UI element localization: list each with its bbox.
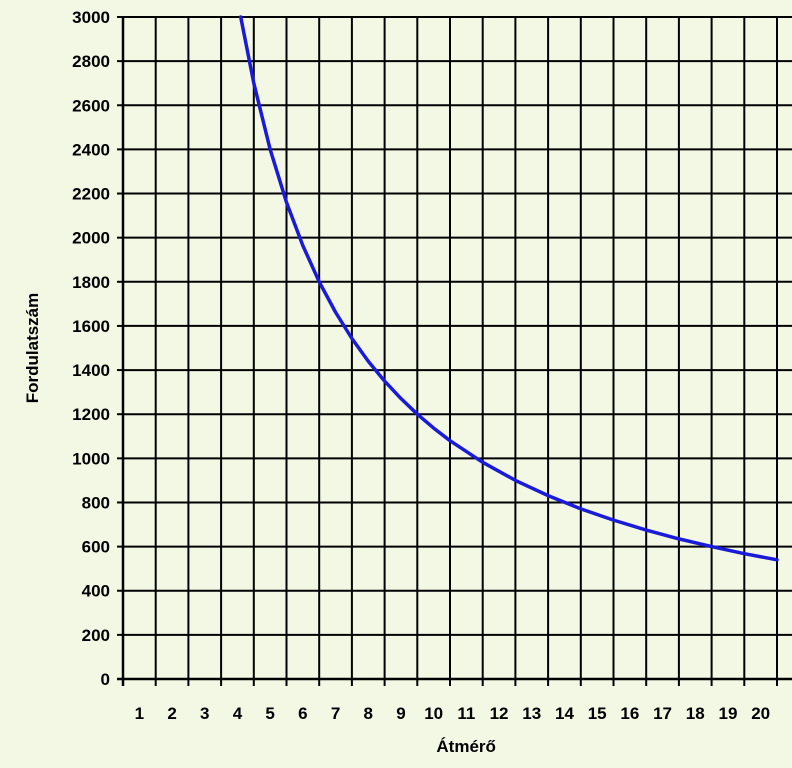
x-tick-label: 17 [653, 704, 672, 723]
x-tick-label: 8 [364, 704, 373, 723]
y-tick-label: 2000 [72, 229, 110, 248]
y-tick-label: 1000 [72, 449, 110, 468]
series-line-0 [238, 15, 779, 562]
y-tick-label: 1800 [72, 273, 110, 292]
x-tick-label: 9 [396, 704, 405, 723]
x-axis-label: Átmérő [436, 737, 496, 756]
x-tick-label: 20 [751, 704, 770, 723]
y-tick-label: 2400 [72, 140, 110, 159]
x-tick-labels: 1 2 3 4 5 6 7 8 9 10 11 12 13 14 15 16 17 18 19 20 [135, 704, 770, 723]
y-tick-label: 200 [82, 626, 110, 645]
x-tick-label: 4 [233, 704, 243, 723]
x-tick-label: 12 [490, 704, 509, 723]
y-tick-label: 2600 [72, 96, 110, 115]
series-layer [238, 15, 779, 562]
y-tick-label: 400 [82, 582, 110, 601]
y-tick-label: 1600 [72, 317, 110, 336]
x-tick-label: 19 [718, 704, 737, 723]
y-tick-label: 3000 [72, 8, 110, 27]
y-tick-label: 2800 [72, 52, 110, 71]
axes [117, 16, 792, 686]
x-tick-label: 15 [588, 704, 607, 723]
x-tick-label: 16 [620, 704, 639, 723]
y-tick-label: 2200 [72, 185, 110, 204]
grid [123, 16, 792, 679]
x-tick-label: 13 [522, 704, 541, 723]
x-tick-label: 3 [200, 704, 209, 723]
x-tick-label: 6 [298, 704, 307, 723]
x-tick-label: 18 [686, 704, 705, 723]
x-tick-label: 14 [555, 704, 574, 723]
x-tick-label: 1 [135, 704, 144, 723]
y-tick-label: 1400 [72, 361, 110, 380]
y-axis-label: Fordulatszám [23, 293, 42, 404]
x-tick-label: 10 [424, 704, 443, 723]
x-tick-label: 11 [457, 704, 475, 723]
y-tick-labels: 0 200 400 600 800 1000 1200 1400 1600 1800 2000 220… [72, 8, 110, 689]
y-tick-label: 600 [82, 538, 110, 557]
y-tick-label: 1200 [72, 405, 110, 424]
x-tick-label: 7 [331, 704, 340, 723]
x-tick-label: 2 [167, 704, 176, 723]
x-tick-label: 5 [265, 704, 274, 723]
y-tick-label: 0 [101, 670, 110, 689]
y-tick-label: 800 [82, 493, 110, 512]
